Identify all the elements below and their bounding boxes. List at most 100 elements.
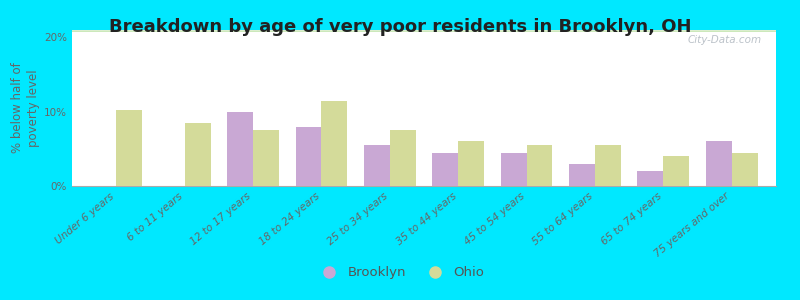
Bar	[72, 31, 776, 32]
Bar	[72, 30, 776, 31]
Bar	[72, 30, 776, 31]
Bar	[72, 31, 776, 32]
Bar	[72, 31, 776, 32]
Bar	[72, 30, 776, 31]
Bar	[72, 31, 776, 32]
Bar	[322, 100, 347, 186]
Bar	[72, 31, 776, 32]
Bar	[72, 30, 776, 31]
Bar	[72, 30, 776, 31]
Bar	[72, 30, 776, 31]
Bar	[72, 30, 776, 31]
Bar	[72, 30, 776, 31]
Bar	[72, 31, 776, 32]
Bar	[72, 30, 776, 31]
Bar	[526, 145, 553, 186]
Bar	[72, 30, 776, 31]
Bar	[72, 30, 776, 31]
Bar	[72, 30, 776, 31]
Bar	[72, 30, 776, 31]
Bar	[72, 30, 776, 31]
Bar	[72, 31, 776, 32]
Bar	[72, 30, 776, 31]
Bar	[72, 30, 776, 31]
Bar	[72, 30, 776, 31]
Bar	[72, 30, 776, 31]
Bar	[72, 30, 776, 31]
Bar	[72, 31, 776, 32]
Bar	[253, 130, 279, 186]
Bar	[72, 30, 776, 31]
Bar	[72, 30, 776, 31]
Bar	[72, 31, 776, 32]
Bar	[72, 31, 776, 32]
Bar	[72, 30, 776, 31]
Bar	[72, 30, 776, 31]
Bar	[72, 30, 776, 31]
Bar	[72, 30, 776, 31]
Bar	[72, 30, 776, 31]
Bar	[72, 30, 776, 31]
Bar	[72, 30, 776, 31]
Bar	[72, 30, 776, 31]
Bar	[72, 31, 776, 32]
Bar	[72, 30, 776, 31]
Bar	[72, 31, 776, 32]
Bar	[72, 30, 776, 31]
Bar	[72, 30, 776, 31]
Bar	[72, 31, 776, 32]
Legend: Brooklyn, Ohio: Brooklyn, Ohio	[310, 261, 490, 284]
Bar	[72, 30, 776, 31]
Bar	[72, 30, 776, 31]
Bar	[72, 30, 776, 31]
Bar	[72, 30, 776, 31]
Bar	[72, 30, 776, 31]
Bar	[72, 30, 776, 31]
Bar	[72, 31, 776, 32]
Bar	[72, 30, 776, 31]
Bar	[72, 30, 776, 31]
Y-axis label: % below half of
poverty level: % below half of poverty level	[11, 63, 40, 153]
Bar	[72, 30, 776, 31]
Bar	[72, 31, 776, 32]
Bar	[731, 153, 758, 186]
Bar	[72, 30, 776, 31]
Bar	[72, 30, 776, 31]
Bar	[72, 31, 776, 32]
Bar	[72, 30, 776, 31]
Bar	[72, 30, 776, 31]
Bar	[72, 31, 776, 32]
Bar	[72, 31, 776, 32]
Bar	[72, 30, 776, 31]
Bar	[295, 127, 322, 186]
Bar	[72, 30, 776, 31]
Bar	[72, 31, 776, 32]
Bar	[72, 30, 776, 31]
Bar	[72, 30, 776, 31]
Text: Breakdown by age of very poor residents in Brooklyn, OH: Breakdown by age of very poor residents …	[109, 18, 691, 36]
Bar	[72, 30, 776, 31]
Bar	[72, 31, 776, 32]
Bar	[501, 153, 526, 186]
Bar	[72, 30, 776, 31]
Bar	[185, 123, 210, 186]
Bar	[72, 30, 776, 31]
Bar	[72, 31, 776, 32]
Bar	[72, 30, 776, 31]
Bar	[72, 31, 776, 32]
Bar	[72, 30, 776, 31]
Bar	[72, 30, 776, 31]
Bar	[72, 30, 776, 31]
Bar	[72, 31, 776, 32]
Bar	[72, 30, 776, 31]
Bar	[458, 141, 484, 186]
Bar	[72, 31, 776, 32]
Bar	[72, 30, 776, 31]
Bar	[72, 30, 776, 31]
Bar	[72, 31, 776, 32]
Bar	[72, 30, 776, 31]
Bar	[663, 156, 689, 186]
Bar	[72, 31, 776, 32]
Bar	[72, 31, 776, 32]
Bar	[72, 30, 776, 31]
